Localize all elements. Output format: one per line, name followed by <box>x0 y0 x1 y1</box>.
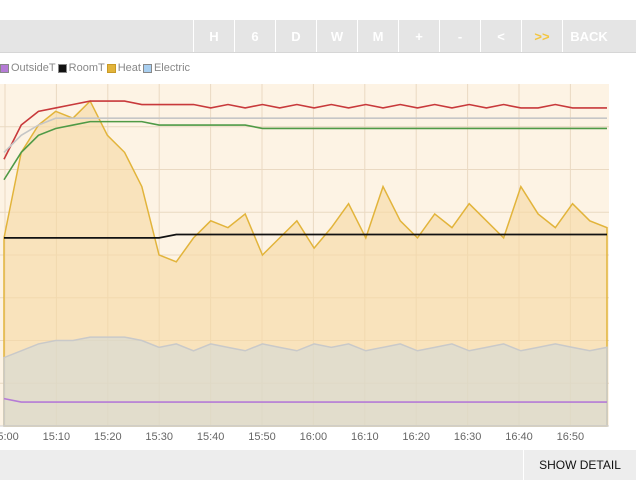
x-tick-label: 15:30 <box>145 431 173 443</box>
week-button[interactable]: W <box>316 20 357 52</box>
x-tick-label: 16:40 <box>505 431 533 443</box>
series-roomt-line <box>4 233 607 239</box>
legend-label: Heat <box>117 62 141 74</box>
x-tick-label: 15:10 <box>43 431 71 443</box>
zoom-out-button[interactable]: - <box>439 20 480 52</box>
chart-legend: OutsideT RoomT Heat Electric <box>0 60 192 76</box>
x-tick-label: 15:00 <box>0 431 19 443</box>
chart-footer: SHOW DETAIL <box>0 450 636 480</box>
legend-swatch <box>57 63 67 73</box>
history-chart[interactable]: 15:00 15:10 15:20 15:30 15:40 15:50 16:00 16:10… <box>0 80 636 450</box>
x-tick-label: 15:50 <box>248 431 276 443</box>
time-navigation-buttons: H 6 D W M + - < >> BACK <box>193 20 615 52</box>
legend-item-outsidet[interactable]: OutsideT <box>0 62 56 74</box>
x-tick-label: 16:20 <box>402 431 430 443</box>
day-button[interactable]: D <box>275 20 316 52</box>
legend-item-roomt[interactable]: RoomT <box>57 62 105 74</box>
legend-label: RoomT <box>68 62 105 74</box>
x-tick-label: 15:20 <box>94 431 122 443</box>
series-heat-area <box>3 99 608 427</box>
series-line-6-line <box>3 117 607 153</box>
back-button[interactable]: BACK <box>562 20 615 52</box>
previous-button[interactable]: < <box>480 20 521 52</box>
series-line-5-line <box>3 120 607 181</box>
x-tick-label: 16:50 <box>557 431 585 443</box>
x-tick-label: 16:30 <box>454 431 482 443</box>
zoom-in-button[interactable]: + <box>398 20 439 52</box>
next-button[interactable]: >> <box>521 20 562 52</box>
x-tick-label: 16:00 <box>300 431 328 443</box>
month-button[interactable]: M <box>357 20 398 52</box>
legend-label: OutsideT <box>11 62 56 74</box>
series-line-4-line <box>3 100 607 160</box>
series-outsidet-line <box>3 397 607 403</box>
six-hour-button[interactable]: 6 <box>234 20 275 52</box>
x-tick-label: 16:10 <box>351 431 379 443</box>
legend-label: Electric <box>153 62 191 74</box>
x-tick-label: 15:40 <box>197 431 225 443</box>
show-detail-button[interactable]: SHOW DETAIL <box>523 450 636 480</box>
series-electric-area <box>3 336 608 427</box>
time-navigation-bar: H 6 D W M + - < >> BACK <box>0 20 636 53</box>
hour-button[interactable]: H <box>193 20 234 52</box>
legend-item-electric[interactable]: Electric <box>142 62 191 74</box>
legend-swatch <box>106 63 116 73</box>
legend-swatch <box>0 63 9 73</box>
legend-swatch <box>142 63 152 73</box>
legend-item-heat[interactable]: Heat <box>106 62 141 74</box>
